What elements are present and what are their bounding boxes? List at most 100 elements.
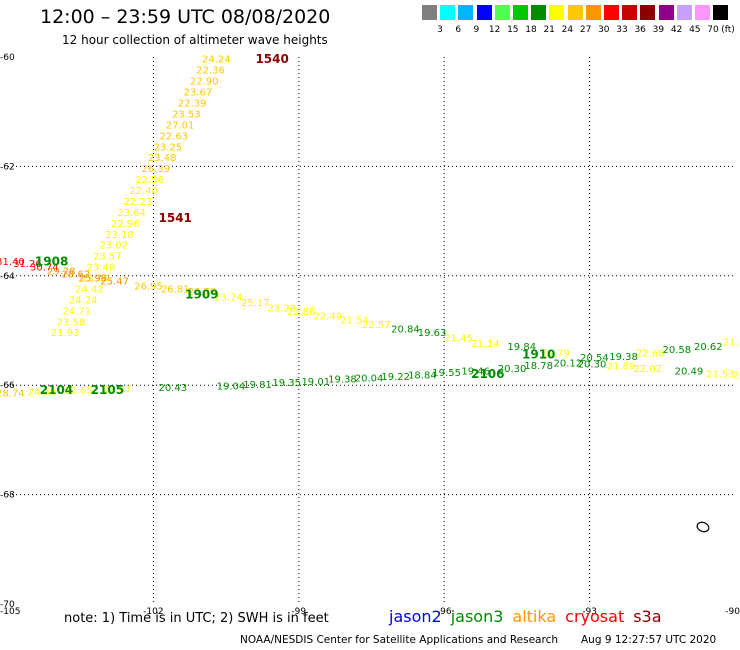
wave-height-label: 23.57: [93, 252, 122, 263]
color-swatch: [604, 5, 619, 20]
generation-timestamp: Aug 9 12:27:57 UTC 2020: [581, 634, 717, 646]
wave-height-label: 22.96: [111, 219, 140, 230]
satellite-name: jason2: [389, 607, 442, 626]
color-swatch: [458, 5, 474, 20]
wave-height-label: 22.23: [124, 197, 153, 208]
y-tick-label: -60: [0, 53, 15, 63]
chart-subtitle: 12 hour collection of altimeter wave hei…: [62, 33, 328, 47]
track-time-label: 1909: [185, 287, 218, 301]
color-swatch: [422, 5, 437, 20]
wave-height-label: 23.53: [172, 109, 201, 120]
color-swatch: [640, 5, 656, 20]
wave-height-label: 21.54: [340, 316, 369, 327]
wave-height-label: 23.48: [148, 153, 177, 164]
wave-height-label: 22.63: [159, 131, 188, 142]
track-time-label: 2105: [91, 383, 124, 397]
wave-height-label: 23.28: [268, 304, 297, 315]
color-swatch: [440, 5, 456, 20]
wave-height-label: 23.64: [117, 208, 146, 219]
wave-height-label: 25.17: [241, 298, 270, 309]
wave-height-label: 22.57: [362, 320, 391, 331]
wave-height-label: 22.86: [287, 307, 316, 318]
wave-height-label: 24.42: [75, 284, 104, 295]
color-scale-label: 30: [598, 25, 610, 35]
wave-height-label: 25.09: [81, 274, 110, 285]
wave-height-label: 20.04: [355, 374, 384, 385]
color-swatch: [713, 5, 729, 20]
wave-height-label: 22.90: [190, 77, 219, 88]
color-scale-label: 70: [707, 25, 719, 35]
track-time-label: 1541: [159, 211, 192, 225]
wave-height-label: 21.79: [541, 348, 570, 359]
wave-height-label: 22.39: [178, 98, 207, 109]
wave-height-label: 31.40: [0, 257, 25, 268]
wave-height-label: 22.49: [314, 311, 343, 322]
measurement-marks: 24.2422.3622.9023.6722.3923.5327.0122.63…: [0, 55, 740, 400]
wave-height-label: 23.02: [99, 241, 128, 252]
wave-height-label: 28.62: [62, 270, 91, 281]
wave-height-label: 25.47: [100, 276, 129, 287]
color-swatch: [549, 5, 565, 20]
wave-height-label: 23.48: [87, 263, 116, 274]
wave-height-label: 19.35: [272, 378, 301, 389]
credit-line: NOAA/NESDIS Center for Satellite Applica…: [240, 634, 558, 646]
wave-height-label: 22.87: [733, 370, 740, 381]
color-swatch: [476, 5, 492, 20]
wave-height-label: 22.56: [135, 175, 164, 186]
track-time-label: 1540: [255, 52, 288, 66]
color-swatch: [513, 5, 528, 20]
footer-note: note: 1) Time is in UTC; 2) SWH is in fe…: [64, 611, 329, 626]
wave-height-label: 19.63: [418, 328, 447, 339]
y-tick-label: -66: [0, 381, 15, 391]
axis-tick-labels: -105 -102 -99 -96 -93 -90 -60 -62 -64 -66 -68 -70: [0, 53, 740, 617]
color-scale-label: 39: [652, 25, 665, 35]
color-swatch: [567, 5, 583, 20]
x-tick-label: -96: [437, 607, 452, 617]
y-tick-label: -68: [0, 491, 15, 501]
track-time-label: 2104: [40, 383, 73, 397]
wave-height-label: 19.81: [243, 380, 272, 391]
color-scale-label: 45: [689, 25, 701, 35]
wave-height-label: 23.25: [154, 142, 183, 153]
wave-height-label: 21.53: [706, 369, 735, 380]
color-scale-label: 42: [670, 25, 683, 35]
color-scale-label: 21: [543, 25, 555, 35]
wave-height-label: 22.68: [636, 348, 665, 359]
color-swatch: [658, 5, 674, 20]
color-scale-label: 18: [525, 25, 537, 35]
wave-height-label: 21.14: [471, 339, 500, 350]
color-swatch: [622, 5, 638, 20]
color-scale-label: 27: [579, 25, 592, 35]
wave-height-label: 19.38: [609, 352, 638, 363]
wave-height-label: 22.65: [64, 386, 93, 397]
color-swatch: [585, 5, 601, 20]
wave-height-label: 26.39: [142, 164, 171, 175]
wave-height-label: 29.28: [47, 266, 76, 277]
wave-height-label: 20.49: [675, 367, 704, 378]
wave-height-label: 23.18: [105, 230, 134, 241]
wave-height-label: 19.38: [328, 375, 357, 386]
color-scale-label: 33: [616, 25, 628, 35]
color-swatch: [695, 5, 710, 20]
wave-height-label: 23.74: [214, 293, 243, 304]
wave-height-label: 22.36: [196, 66, 225, 77]
wave-height-label: 19.55: [432, 368, 461, 379]
wave-height-label: 31.26: [13, 259, 42, 270]
satellite-name: jason3: [450, 607, 504, 626]
wave-height-label: 22.87: [103, 385, 132, 396]
wave-height-label: 18.78: [524, 361, 553, 372]
wave-height-label: 18.84: [408, 370, 437, 381]
wave-height-label: 20.30: [578, 359, 607, 370]
wave-height-label: 19.22: [381, 372, 410, 383]
color-scale-label: 24: [561, 25, 574, 35]
wave-height-label: 20.62: [694, 342, 723, 353]
wave-height-label: 28.74: [0, 388, 25, 399]
wave-height-label: 21.45: [444, 334, 473, 345]
wave-height-label: 23.58: [57, 317, 86, 328]
y-tick-label: -70: [0, 600, 15, 610]
x-tick-label: -102: [143, 607, 163, 617]
color-scale-label: 9: [473, 25, 480, 35]
satellite-name: altika: [512, 607, 557, 626]
chart-title: 12:00 – 23:59 UTC 08/08/2020: [40, 6, 331, 28]
y-tick-label: -62: [0, 162, 15, 172]
